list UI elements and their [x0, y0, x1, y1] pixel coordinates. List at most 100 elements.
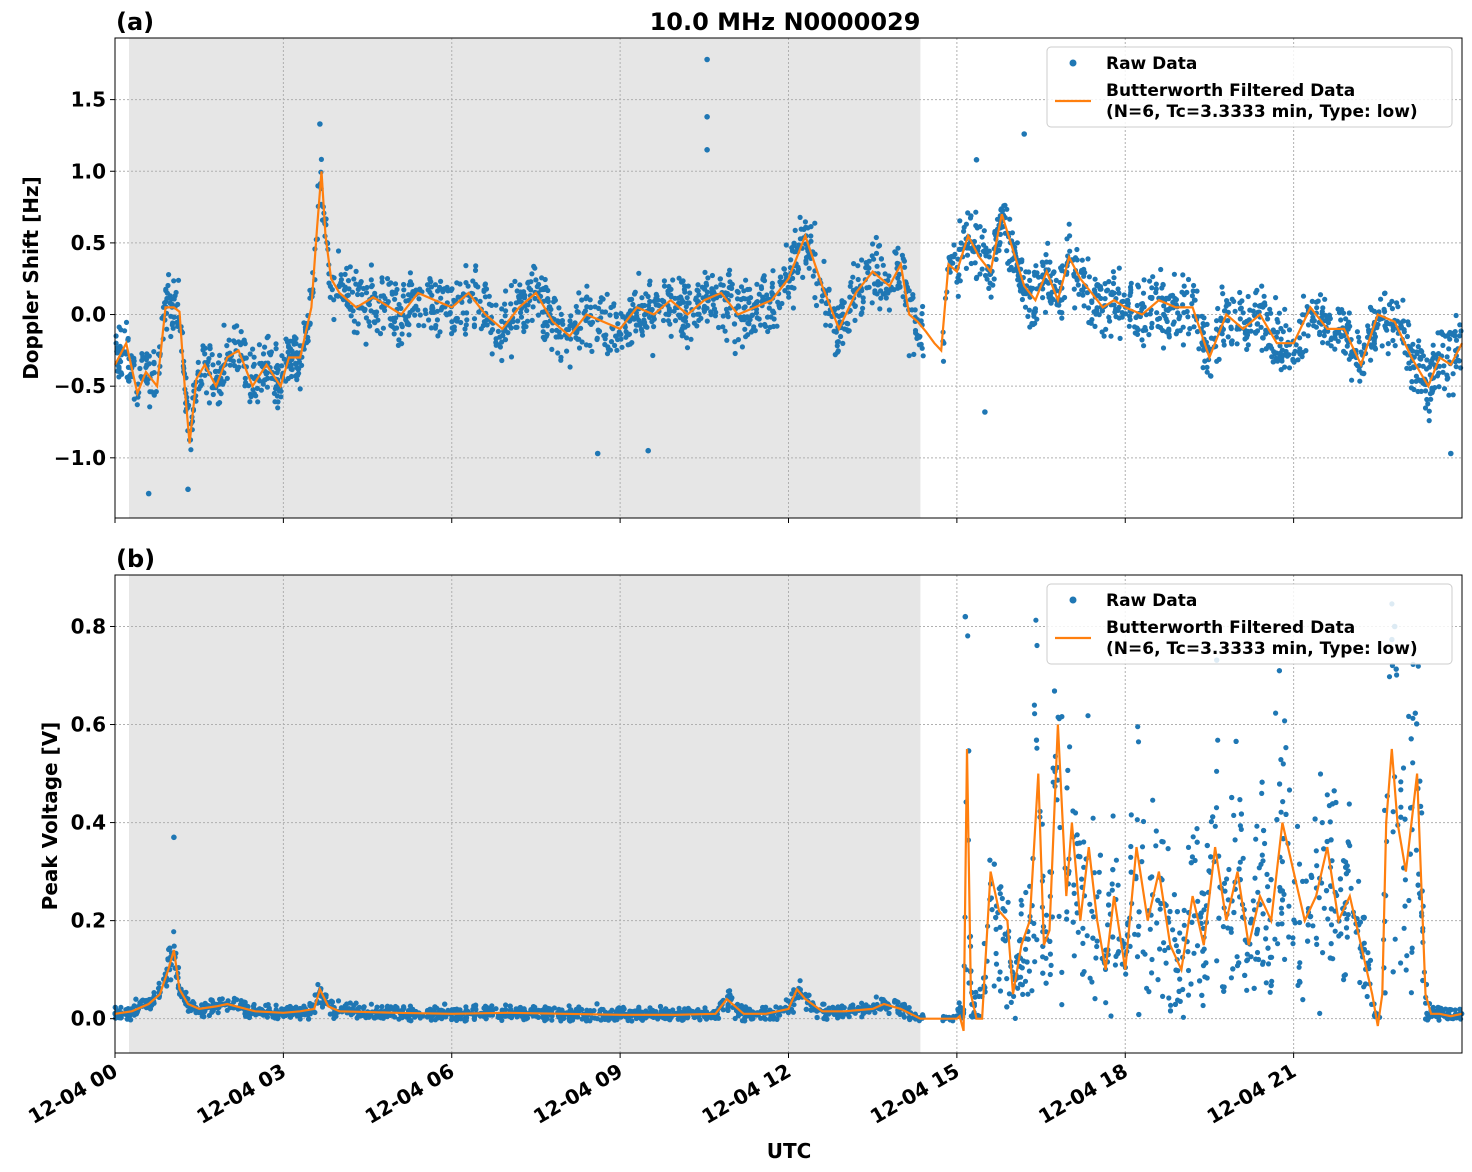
- raw-data-point: [1221, 984, 1227, 990]
- raw-data-point: [863, 260, 869, 266]
- raw-data-point: [732, 1015, 738, 1022]
- raw-data-point: [354, 1015, 360, 1021]
- raw-data-point: [1064, 916, 1070, 922]
- raw-data-point: [1064, 785, 1070, 791]
- raw-data-point: [342, 1003, 348, 1009]
- raw-data-point: [1293, 342, 1299, 348]
- raw-data-point: [1384, 319, 1390, 325]
- raw-data-outlier: [704, 114, 710, 120]
- raw-data-point: [1290, 935, 1296, 941]
- raw-data-point: [372, 290, 378, 296]
- panel-a-label: (a): [116, 8, 154, 36]
- raw-data-point: [710, 289, 717, 295]
- raw-data-point: [407, 270, 413, 276]
- raw-data-point: [215, 360, 222, 366]
- raw-data-point: [1381, 306, 1387, 312]
- raw-data-point: [384, 1003, 391, 1009]
- raw-data-point: [1153, 281, 1159, 287]
- raw-data-point: [265, 333, 271, 339]
- raw-data-point: [134, 402, 140, 408]
- raw-data-point: [463, 263, 469, 269]
- raw-data-point: [1305, 938, 1311, 944]
- raw-data-point: [1300, 312, 1306, 318]
- raw-data-point: [878, 256, 885, 262]
- raw-data-point: [1286, 327, 1293, 333]
- raw-data-point: [1224, 298, 1230, 304]
- raw-data-point: [1103, 1000, 1109, 1006]
- raw-data-point: [1415, 388, 1421, 395]
- raw-data-point: [621, 1006, 627, 1012]
- raw-data-point: [116, 374, 122, 380]
- raw-data-point: [1386, 302, 1393, 308]
- raw-data-point: [1231, 812, 1237, 819]
- raw-data-point: [1424, 357, 1430, 363]
- raw-data-point: [1177, 328, 1183, 334]
- panel-a: −1.0−0.50.00.51.01.5 (a) 10.0 MHz N00000…: [19, 8, 1464, 523]
- raw-data-point: [1425, 401, 1431, 407]
- raw-data-point: [1150, 797, 1156, 803]
- raw-data-point: [502, 313, 508, 319]
- raw-data-point: [748, 295, 754, 301]
- raw-data-point: [900, 1012, 906, 1018]
- raw-data-point: [1141, 343, 1147, 349]
- raw-data-point: [1123, 971, 1129, 977]
- raw-data-point: [1404, 953, 1410, 959]
- raw-data-point: [863, 265, 869, 271]
- raw-data-point: [713, 284, 719, 290]
- raw-data-point: [151, 370, 157, 376]
- raw-data-point: [1458, 328, 1464, 334]
- raw-data-point: [1207, 373, 1213, 379]
- raw-data-point: [955, 256, 961, 262]
- raw-data-point: [1051, 688, 1058, 694]
- raw-data-point: [1074, 277, 1080, 283]
- raw-data-point: [551, 1005, 558, 1011]
- raw-data-point: [1034, 937, 1040, 943]
- raw-data-point: [1072, 305, 1078, 311]
- raw-data-point: [637, 320, 644, 326]
- raw-data-point: [1345, 912, 1351, 918]
- raw-data-point: [966, 245, 973, 251]
- raw-data-point: [377, 331, 384, 337]
- raw-data-point: [756, 291, 762, 297]
- raw-data-point: [1047, 293, 1053, 299]
- raw-data-point: [1346, 310, 1352, 316]
- raw-data-point: [1406, 322, 1412, 328]
- raw-data-point: [769, 280, 776, 286]
- raw-data-point: [629, 296, 635, 302]
- raw-data-point: [993, 256, 999, 262]
- raw-data-point: [1343, 925, 1350, 931]
- raw-data-point: [407, 309, 413, 316]
- raw-data-point: [318, 156, 324, 162]
- raw-data-point: [758, 285, 765, 292]
- raw-data-point: [535, 1014, 542, 1021]
- raw-data-point: [1032, 320, 1038, 326]
- raw-data-point: [1154, 310, 1160, 316]
- raw-data-point: [783, 242, 789, 248]
- raw-data-point: [1180, 302, 1186, 308]
- raw-data-point: [633, 328, 639, 334]
- raw-data-point: [1222, 888, 1228, 894]
- raw-data-point: [1213, 805, 1220, 811]
- raw-data-point: [1059, 267, 1065, 273]
- raw-data-point: [878, 295, 884, 301]
- raw-data-point: [1447, 329, 1453, 336]
- raw-data-point: [369, 282, 375, 289]
- raw-data-point: [1422, 405, 1429, 411]
- raw-data-point: [680, 278, 686, 284]
- raw-data-point: [920, 353, 926, 359]
- raw-data-point: [1260, 961, 1266, 967]
- raw-data-point: [981, 228, 987, 234]
- raw-data-point: [1410, 715, 1416, 721]
- raw-data-point: [972, 260, 978, 266]
- raw-data-point: [1204, 842, 1210, 849]
- raw-data-point: [1113, 857, 1119, 863]
- raw-data-point: [1398, 779, 1404, 785]
- raw-data-point: [1296, 349, 1302, 355]
- raw-data-point: [1420, 363, 1426, 369]
- raw-data-point: [773, 1004, 779, 1010]
- raw-data-point: [473, 281, 479, 287]
- raw-data-point: [380, 325, 386, 331]
- raw-data-point: [549, 328, 555, 334]
- raw-data-point: [957, 218, 963, 224]
- raw-data-point: [1385, 341, 1391, 347]
